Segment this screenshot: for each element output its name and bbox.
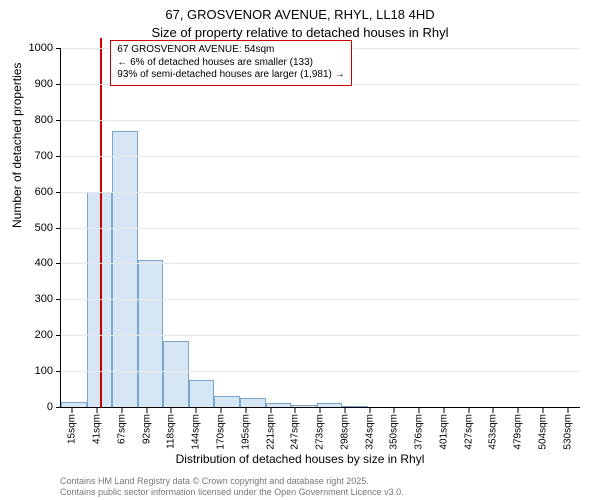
footnote-line-1: Contains HM Land Registry data © Crown c… [60, 476, 404, 487]
y-tick-mark [56, 371, 61, 372]
y-tick-mark [56, 84, 61, 85]
annotation-box: 67 GROSVENOR AVENUE: 54sqm ← 6% of detac… [110, 40, 351, 86]
histogram-bar [266, 403, 292, 407]
x-tick-mark [220, 408, 221, 413]
x-tick-label: 247sqm [290, 414, 301, 450]
x-tick-mark [97, 408, 98, 413]
gridline [61, 371, 580, 372]
x-tick-mark [146, 408, 147, 413]
y-tick-mark [56, 48, 61, 49]
x-tick-mark [245, 408, 246, 413]
x-tick-mark [320, 408, 321, 413]
x-tick-label: 504sqm [537, 414, 548, 450]
y-tick-mark [56, 192, 61, 193]
x-tick-mark [196, 408, 197, 413]
histogram-bar [61, 402, 87, 407]
histogram-bar [317, 403, 343, 407]
histogram-bar [138, 260, 164, 407]
x-tick-label: 401sqm [438, 414, 449, 450]
x-tick-label: 376sqm [414, 414, 425, 450]
histogram-bar [163, 341, 189, 407]
x-tick-label: 92sqm [141, 414, 152, 444]
x-tick-mark [270, 408, 271, 413]
x-tick-mark [72, 408, 73, 413]
x-tick-label: 144sqm [191, 414, 202, 450]
histogram-bar [112, 131, 138, 407]
x-tick-label: 427sqm [463, 414, 474, 450]
x-tick-label: 195sqm [240, 414, 251, 450]
x-tick-label: 170sqm [215, 414, 226, 450]
x-tick-mark [344, 408, 345, 413]
x-tick-mark [542, 408, 543, 413]
y-tick-mark [56, 263, 61, 264]
x-tick-mark [394, 408, 395, 413]
x-tick-label: 530sqm [562, 414, 573, 450]
histogram-bar [189, 380, 215, 407]
x-tick-label: 221sqm [265, 414, 276, 450]
gridline [61, 263, 580, 264]
y-tick-mark [56, 335, 61, 336]
histogram-bar [214, 396, 240, 407]
y-tick-mark [56, 156, 61, 157]
footnote-line-2: Contains public sector information licen… [60, 487, 404, 498]
plot-area: 67 GROSVENOR AVENUE: 54sqm ← 6% of detac… [60, 48, 580, 408]
title-line-2: Size of property relative to detached ho… [0, 24, 600, 42]
x-tick-label: 479sqm [513, 414, 524, 450]
y-axis-label: Number of detached properties [10, 63, 24, 228]
gridline [61, 156, 580, 157]
gridline [61, 335, 580, 336]
x-tick-label: 273sqm [315, 414, 326, 450]
annotation-line-3: 93% of semi-detached houses are larger (… [117, 69, 344, 82]
annotation-line-1: 67 GROSVENOR AVENUE: 54sqm [117, 44, 344, 57]
gridline [61, 192, 580, 193]
x-axis-label: Distribution of detached houses by size … [0, 452, 600, 466]
x-tick-mark [493, 408, 494, 413]
x-tick-mark [443, 408, 444, 413]
x-tick-label: 41sqm [92, 414, 103, 444]
x-tick-mark [369, 408, 370, 413]
y-tick-mark [56, 299, 61, 300]
x-tick-mark [567, 408, 568, 413]
x-tick-mark [121, 408, 122, 413]
x-tick-mark [518, 408, 519, 413]
x-tick-mark [419, 408, 420, 413]
x-tick-label: 298sqm [339, 414, 350, 450]
x-tick-label: 118sqm [166, 414, 177, 449]
x-tick-label: 67sqm [116, 414, 127, 444]
y-tick-mark [56, 228, 61, 229]
gridline [61, 120, 580, 121]
x-tick-label: 324sqm [364, 414, 375, 450]
histogram-bar [240, 398, 266, 407]
chart-title: 67, GROSVENOR AVENUE, RHYL, LL18 4HD Siz… [0, 0, 600, 41]
x-tick-label: 453sqm [488, 414, 499, 450]
title-line-1: 67, GROSVENOR AVENUE, RHYL, LL18 4HD [0, 6, 600, 24]
histogram-bar [342, 406, 368, 407]
x-tick-mark [295, 408, 296, 413]
x-tick-mark [171, 408, 172, 413]
annotation-line-2: ← 6% of detached houses are smaller (133… [117, 57, 344, 70]
y-tick-mark [56, 120, 61, 121]
y-tick-mark [56, 407, 61, 408]
x-tick-label: 15sqm [67, 414, 78, 444]
footnote: Contains HM Land Registry data © Crown c… [60, 476, 404, 499]
reference-line [100, 38, 102, 407]
x-tick-label: 350sqm [389, 414, 400, 450]
histogram-bar [291, 405, 317, 407]
gridline [61, 228, 580, 229]
gridline [61, 299, 580, 300]
x-tick-mark [468, 408, 469, 413]
chart-canvas: 67 GROSVENOR AVENUE: 54sqm ← 6% of detac… [60, 48, 580, 408]
